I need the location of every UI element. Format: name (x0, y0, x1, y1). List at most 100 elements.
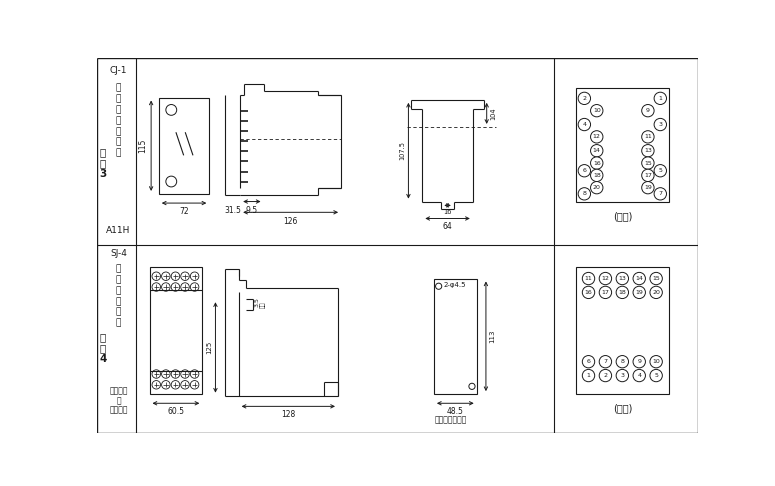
Text: 9.5: 9.5 (246, 206, 258, 215)
Bar (576, 267, 669, 394)
Text: 式: 式 (116, 105, 121, 114)
Circle shape (654, 165, 666, 177)
Circle shape (436, 283, 442, 289)
Circle shape (599, 369, 611, 382)
Circle shape (162, 370, 170, 378)
Text: 前: 前 (116, 297, 121, 306)
Text: 8: 8 (621, 359, 625, 364)
Circle shape (578, 188, 591, 200)
Circle shape (616, 369, 629, 382)
Text: 13: 13 (618, 276, 626, 281)
Circle shape (578, 119, 591, 131)
Circle shape (578, 92, 591, 104)
Text: 7: 7 (658, 191, 663, 196)
Text: 126: 126 (284, 217, 298, 226)
Text: 凸: 凸 (116, 265, 121, 274)
Text: 4: 4 (582, 122, 587, 127)
Circle shape (171, 272, 180, 280)
Text: 3: 3 (620, 373, 625, 378)
Circle shape (654, 188, 666, 200)
Circle shape (642, 169, 654, 181)
Circle shape (582, 286, 594, 298)
Circle shape (599, 272, 611, 285)
Text: 1: 1 (659, 96, 662, 101)
Text: 线: 线 (116, 148, 121, 157)
Circle shape (650, 356, 663, 368)
Text: 图: 图 (100, 343, 106, 353)
Text: 接: 接 (116, 138, 121, 147)
Text: 16: 16 (584, 290, 592, 295)
Circle shape (166, 104, 177, 115)
Text: 72: 72 (179, 207, 189, 216)
Circle shape (642, 157, 654, 169)
Circle shape (191, 381, 199, 389)
Text: 式: 式 (116, 286, 121, 295)
Text: 14: 14 (593, 148, 601, 153)
Text: 18: 18 (618, 290, 626, 295)
Text: 31.5: 31.5 (224, 206, 241, 215)
Text: 20: 20 (653, 290, 660, 295)
Text: 60.5: 60.5 (167, 407, 184, 416)
Circle shape (616, 272, 629, 285)
Text: 卡轨: 卡轨 (260, 301, 266, 308)
Text: 20: 20 (593, 185, 601, 190)
Text: 附: 附 (100, 148, 106, 157)
Circle shape (162, 381, 170, 389)
Circle shape (591, 181, 603, 194)
Text: 2: 2 (582, 96, 587, 101)
Text: 18: 18 (593, 173, 601, 178)
Circle shape (633, 286, 646, 298)
Text: 或: 或 (116, 397, 121, 405)
Text: 125: 125 (206, 341, 212, 354)
Text: 9: 9 (637, 359, 641, 364)
Text: 115: 115 (138, 139, 147, 153)
Circle shape (591, 157, 603, 169)
Circle shape (152, 283, 160, 291)
Circle shape (642, 181, 654, 194)
Text: 2-φ4.5: 2-φ4.5 (443, 282, 466, 288)
Circle shape (166, 176, 177, 187)
Circle shape (152, 381, 160, 389)
Circle shape (599, 356, 611, 368)
Circle shape (582, 272, 594, 285)
Text: 线: 线 (116, 319, 121, 328)
Text: 后: 后 (116, 127, 121, 136)
Circle shape (591, 131, 603, 143)
Text: 113: 113 (489, 330, 495, 343)
Circle shape (469, 383, 475, 389)
Bar (159, 98, 209, 194)
Text: (正视): (正视) (613, 403, 632, 413)
Circle shape (642, 104, 654, 117)
Circle shape (181, 272, 189, 280)
Text: 螺钉安装: 螺钉安装 (109, 406, 128, 415)
Bar (150, 267, 202, 394)
Circle shape (191, 272, 199, 280)
Text: 12: 12 (601, 276, 609, 281)
Text: 19: 19 (644, 185, 652, 190)
Circle shape (591, 169, 603, 181)
Text: 2: 2 (604, 373, 608, 378)
Circle shape (171, 381, 180, 389)
Text: 11: 11 (644, 134, 652, 139)
Circle shape (181, 283, 189, 291)
Circle shape (642, 144, 654, 157)
Text: 64: 64 (443, 222, 453, 231)
Circle shape (171, 370, 180, 378)
Text: 出: 出 (116, 94, 121, 104)
Text: 15: 15 (644, 160, 652, 166)
Circle shape (650, 272, 663, 285)
Text: 104: 104 (490, 107, 496, 120)
Circle shape (633, 272, 646, 285)
Text: 107.5: 107.5 (399, 141, 405, 160)
Circle shape (642, 131, 654, 143)
Circle shape (582, 369, 594, 382)
Text: 5: 5 (659, 168, 662, 173)
Text: 11: 11 (584, 276, 592, 281)
Text: 附: 附 (100, 332, 106, 343)
Text: 3: 3 (99, 169, 107, 179)
Text: 16: 16 (593, 160, 601, 166)
Text: 螺钉安装开孔图: 螺钉安装开孔图 (435, 416, 467, 425)
Circle shape (181, 370, 189, 378)
Circle shape (633, 369, 646, 382)
Circle shape (152, 272, 160, 280)
